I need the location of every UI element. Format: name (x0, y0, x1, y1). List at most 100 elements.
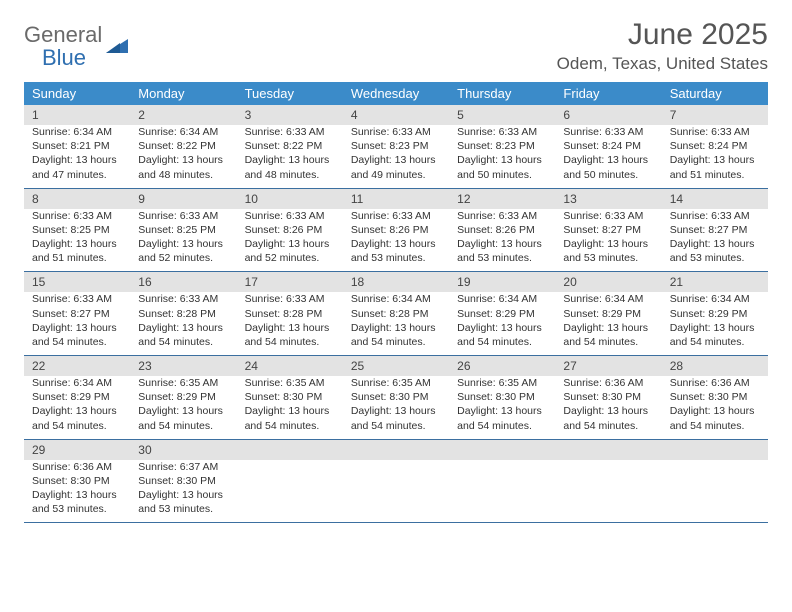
daylight-line: Daylight: 13 hours and 54 minutes. (563, 404, 653, 432)
daylight-line: Daylight: 13 hours and 53 minutes. (138, 488, 228, 516)
day-cell: Sunrise: 6:35 AMSunset: 8:30 PMDaylight:… (449, 376, 555, 439)
daylight-line: Daylight: 13 hours and 54 minutes. (245, 321, 335, 349)
sunrise-line: Sunrise: 6:34 AM (670, 292, 760, 306)
daylight-line: Daylight: 13 hours and 54 minutes. (351, 404, 441, 432)
sunrise-line: Sunrise: 6:33 AM (563, 125, 653, 139)
day-number-row: 15161718192021 (24, 272, 768, 292)
sunrise-line: Sunrise: 6:35 AM (138, 376, 228, 390)
day-number: 6 (555, 105, 661, 125)
sunset-line: Sunset: 8:21 PM (32, 139, 122, 153)
daylight-line: Daylight: 13 hours and 49 minutes. (351, 153, 441, 181)
daylight-line: Daylight: 13 hours and 47 minutes. (32, 153, 122, 181)
week-row: Sunrise: 6:34 AMSunset: 8:29 PMDaylight:… (24, 376, 768, 440)
day-cell: Sunrise: 6:36 AMSunset: 8:30 PMDaylight:… (662, 376, 768, 439)
sunset-line: Sunset: 8:22 PM (245, 139, 335, 153)
daylight-line: Daylight: 13 hours and 54 minutes. (32, 404, 122, 432)
sunset-line: Sunset: 8:28 PM (245, 307, 335, 321)
day-cell: Sunrise: 6:33 AMSunset: 8:27 PMDaylight:… (662, 209, 768, 272)
brand-logo: General Blue (24, 18, 128, 70)
sunrise-line: Sunrise: 6:36 AM (563, 376, 653, 390)
day-number-row: 891011121314 (24, 189, 768, 209)
sunrise-line: Sunrise: 6:34 AM (32, 376, 122, 390)
sunset-line: Sunset: 8:29 PM (138, 390, 228, 404)
week-row: Sunrise: 6:33 AMSunset: 8:27 PMDaylight:… (24, 292, 768, 356)
daylight-line: Daylight: 13 hours and 54 minutes. (670, 404, 760, 432)
sunset-line: Sunset: 8:30 PM (563, 390, 653, 404)
day-cell: Sunrise: 6:35 AMSunset: 8:29 PMDaylight:… (130, 376, 236, 439)
day-of-week-header: SundayMondayTuesdayWednesdayThursdayFrid… (24, 82, 768, 105)
daylight-line: Daylight: 13 hours and 48 minutes. (138, 153, 228, 181)
day-number (662, 440, 768, 460)
sunrise-line: Sunrise: 6:33 AM (670, 125, 760, 139)
day-of-week-label: Monday (130, 82, 236, 105)
day-number-row: 1234567 (24, 105, 768, 125)
sunrise-line: Sunrise: 6:33 AM (32, 292, 122, 306)
day-cell: Sunrise: 6:37 AMSunset: 8:30 PMDaylight:… (130, 460, 236, 523)
sunrise-line: Sunrise: 6:33 AM (245, 209, 335, 223)
sunrise-line: Sunrise: 6:37 AM (138, 460, 228, 474)
sunrise-line: Sunrise: 6:33 AM (138, 292, 228, 306)
sunrise-line: Sunrise: 6:33 AM (32, 209, 122, 223)
day-number: 30 (130, 440, 236, 460)
logo-text-block: General Blue (24, 24, 102, 70)
day-cell: Sunrise: 6:33 AMSunset: 8:24 PMDaylight:… (662, 125, 768, 188)
sunrise-line: Sunrise: 6:33 AM (245, 292, 335, 306)
day-of-week-label: Friday (555, 82, 661, 105)
day-of-week-label: Saturday (662, 82, 768, 105)
daylight-line: Daylight: 13 hours and 54 minutes. (457, 321, 547, 349)
sunrise-line: Sunrise: 6:33 AM (351, 209, 441, 223)
daylight-line: Daylight: 13 hours and 50 minutes. (563, 153, 653, 181)
day-number: 4 (343, 105, 449, 125)
day-cell: Sunrise: 6:33 AMSunset: 8:26 PMDaylight:… (343, 209, 449, 272)
day-cell: Sunrise: 6:33 AMSunset: 8:26 PMDaylight:… (449, 209, 555, 272)
logo-word-2: Blue (24, 45, 86, 70)
day-number: 3 (237, 105, 343, 125)
location-text: Odem, Texas, United States (557, 54, 768, 74)
sunset-line: Sunset: 8:30 PM (351, 390, 441, 404)
daylight-line: Daylight: 13 hours and 50 minutes. (457, 153, 547, 181)
sunrise-line: Sunrise: 6:35 AM (245, 376, 335, 390)
day-cell: Sunrise: 6:33 AMSunset: 8:28 PMDaylight:… (130, 292, 236, 355)
day-number: 23 (130, 356, 236, 376)
day-number: 12 (449, 189, 555, 209)
day-number: 25 (343, 356, 449, 376)
day-number (555, 440, 661, 460)
daylight-line: Daylight: 13 hours and 48 minutes. (245, 153, 335, 181)
daylight-line: Daylight: 13 hours and 53 minutes. (32, 488, 122, 516)
day-cell: Sunrise: 6:34 AMSunset: 8:29 PMDaylight:… (555, 292, 661, 355)
sunset-line: Sunset: 8:30 PM (138, 474, 228, 488)
day-cell: Sunrise: 6:34 AMSunset: 8:29 PMDaylight:… (24, 376, 130, 439)
daylight-line: Daylight: 13 hours and 52 minutes. (138, 237, 228, 265)
day-cell: Sunrise: 6:33 AMSunset: 8:23 PMDaylight:… (449, 125, 555, 188)
day-number (343, 440, 449, 460)
sunrise-line: Sunrise: 6:35 AM (351, 376, 441, 390)
sunset-line: Sunset: 8:23 PM (351, 139, 441, 153)
sunrise-line: Sunrise: 6:33 AM (138, 209, 228, 223)
day-cell: Sunrise: 6:33 AMSunset: 8:25 PMDaylight:… (130, 209, 236, 272)
day-cell (237, 460, 343, 523)
logo-word-1: General (24, 22, 102, 47)
logo-triangle-icon (106, 36, 128, 59)
day-cell: Sunrise: 6:33 AMSunset: 8:27 PMDaylight:… (24, 292, 130, 355)
sunset-line: Sunset: 8:29 PM (563, 307, 653, 321)
day-number: 8 (24, 189, 130, 209)
day-number: 13 (555, 189, 661, 209)
sunset-line: Sunset: 8:27 PM (670, 223, 760, 237)
sunset-line: Sunset: 8:24 PM (563, 139, 653, 153)
sunset-line: Sunset: 8:27 PM (32, 307, 122, 321)
sunrise-line: Sunrise: 6:34 AM (457, 292, 547, 306)
daylight-line: Daylight: 13 hours and 51 minutes. (670, 153, 760, 181)
weeks-container: 1234567Sunrise: 6:34 AMSunset: 8:21 PMDa… (24, 105, 768, 523)
day-cell: Sunrise: 6:34 AMSunset: 8:28 PMDaylight:… (343, 292, 449, 355)
sunrise-line: Sunrise: 6:33 AM (670, 209, 760, 223)
daylight-line: Daylight: 13 hours and 54 minutes. (138, 404, 228, 432)
day-number: 7 (662, 105, 768, 125)
day-number (449, 440, 555, 460)
sunset-line: Sunset: 8:27 PM (563, 223, 653, 237)
week-row: Sunrise: 6:33 AMSunset: 8:25 PMDaylight:… (24, 209, 768, 273)
daylight-line: Daylight: 13 hours and 54 minutes. (32, 321, 122, 349)
sunrise-line: Sunrise: 6:34 AM (32, 125, 122, 139)
sunset-line: Sunset: 8:30 PM (670, 390, 760, 404)
day-cell: Sunrise: 6:33 AMSunset: 8:25 PMDaylight:… (24, 209, 130, 272)
calendar-page: General Blue June 2025 Odem, Texas, Unit… (0, 0, 792, 541)
